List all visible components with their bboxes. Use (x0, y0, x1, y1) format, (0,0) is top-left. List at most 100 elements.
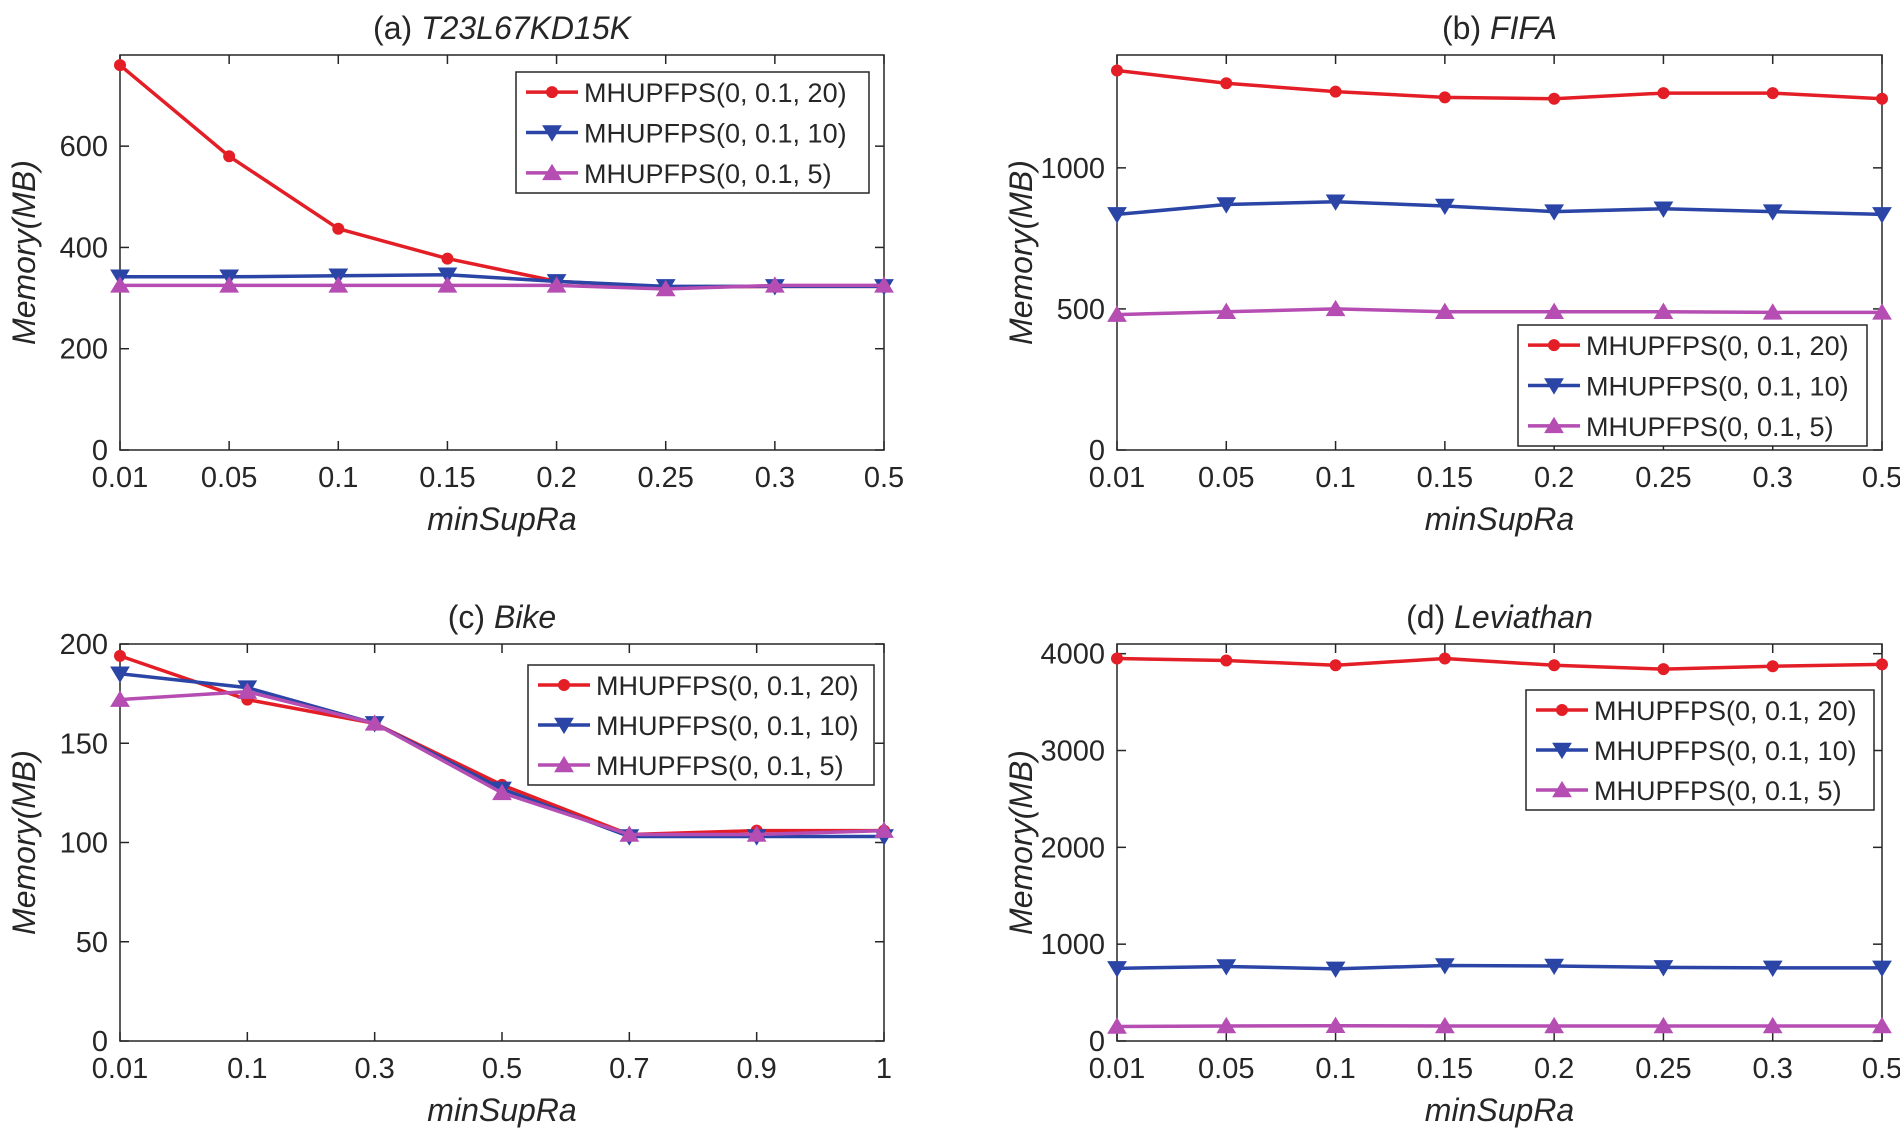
legend-item: MHUPFPS(0, 0.1, 20) (538, 671, 859, 701)
data-point (1329, 85, 1342, 98)
data-point (1544, 204, 1565, 221)
x-tick-label: 0.1 (1315, 462, 1355, 494)
data-point (1107, 207, 1127, 224)
series-3 (110, 276, 894, 297)
data-point (1107, 305, 1127, 322)
data-point (1762, 1016, 1783, 1034)
x-tick-label: 0.01 (92, 462, 148, 494)
legend-item: MHUPFPS(0, 0.1, 20) (1528, 331, 1849, 361)
x-tick-label: 0.15 (1417, 462, 1473, 494)
data-point (114, 649, 126, 662)
y-tick-label: 2000 (1040, 832, 1105, 864)
data-point (441, 252, 454, 265)
series-line (1116, 1023, 1882, 1029)
data-point (1766, 660, 1779, 673)
x-tick-label: 0.01 (92, 1053, 148, 1085)
data-point (332, 222, 345, 235)
data-point (1544, 302, 1565, 319)
legend-item: MHUPFPS(0, 0.1, 5) (538, 751, 844, 781)
legend-swatch-marker (542, 125, 562, 142)
chart-panel-d: (d) Leviathan 0.01 0.05 0.1 0.15 0.2 0.25 0.3 0.… (1003, 599, 1900, 1128)
data-point (619, 825, 640, 842)
data-point (1216, 302, 1237, 319)
x-axis-label: minSupRa (1425, 501, 1574, 537)
series-line (1116, 963, 1882, 971)
x-tick-label: 1 (876, 1053, 892, 1085)
data-point (874, 276, 894, 293)
data-point (1872, 960, 1892, 977)
legend-swatch-marker (546, 86, 558, 99)
plot-frame (119, 54, 885, 451)
data-point (1216, 959, 1237, 976)
data-point (1872, 1016, 1892, 1034)
x-tick-label: 0.5 (864, 462, 904, 494)
data-point (1107, 1017, 1127, 1034)
y-tick-label: 500 (1057, 294, 1105, 326)
legend-label: MHUPFPS(0, 0.1, 5) (1586, 412, 1834, 442)
legend: MHUPFPS(0, 0.1, 20) MHUPFPS(0, 0.1, 10) MH… (515, 71, 870, 194)
legend-swatch-marker (554, 755, 574, 773)
series-3 (1107, 299, 1892, 322)
plot-frame (1116, 643, 1883, 1042)
legend-label: MHUPFPS(0, 0.1, 20) (596, 671, 859, 701)
legend: MHUPFPS(0, 0.1, 20) MHUPFPS(0, 0.1, 10) MH… (1517, 324, 1868, 447)
series-1 (1111, 652, 1888, 676)
data-point (1766, 87, 1779, 100)
data-point (1216, 197, 1237, 214)
x-tick-label: 0.01 (1089, 462, 1145, 494)
y-tick-label: 200 (60, 629, 108, 661)
y-tick-label: 50 (76, 927, 108, 959)
data-point (1329, 659, 1342, 672)
chart-panel-b: (b) FIFA 0.01 0.05 0.1 0.15 0.2 0.25 0.3 0.5 0 500… (1003, 10, 1900, 537)
x-tick-label: 0.5 (1862, 462, 1900, 494)
data-point (437, 267, 458, 284)
y-tick-label: 4000 (1040, 639, 1105, 671)
x-tick-label: 0.5 (482, 1053, 522, 1085)
legend-swatch-marker (1548, 339, 1560, 352)
data-point (114, 59, 126, 72)
chart-title-prefix: (b) (1442, 10, 1490, 46)
y-tick-label: 1000 (1040, 929, 1105, 961)
data-point (746, 825, 767, 842)
legend-label: MHUPFPS(0, 0.1, 10) (596, 711, 859, 741)
data-point (1325, 299, 1346, 317)
series-line (120, 283, 884, 291)
data-point (110, 666, 130, 683)
y-axis-label: Memory(MB) (6, 750, 42, 935)
data-point (1876, 658, 1888, 671)
y-tick-label: 150 (60, 728, 108, 760)
legend-swatch-marker (554, 717, 574, 735)
legend-label: MHUPFPS(0, 0.1, 5) (1594, 776, 1842, 806)
series-line (1116, 199, 1883, 217)
y-tick-label: 0 (1089, 435, 1105, 467)
chart-title-prefix: (d) (1406, 599, 1454, 635)
data-point (1653, 960, 1674, 977)
data-point (1762, 303, 1783, 320)
data-point (223, 150, 236, 163)
x-tick-label: 0.05 (1198, 462, 1254, 494)
x-tick-label: 0.3 (1753, 462, 1793, 494)
series-3 (110, 682, 894, 842)
x-tick-label: 0.3 (755, 462, 795, 494)
legend-item: MHUPFPS(0, 0.1, 5) (1528, 412, 1834, 442)
data-point (364, 714, 385, 731)
data-point (1216, 1016, 1237, 1034)
x-tick-label: 0.5 (1862, 1053, 1900, 1085)
data-point (1548, 659, 1561, 672)
x-tick-label: 0.25 (637, 462, 693, 494)
y-tick-label: 0 (92, 1026, 108, 1058)
x-tick-label: 0.25 (1635, 1053, 1691, 1085)
data-point (1872, 207, 1892, 224)
y-tick-label: 200 (60, 334, 108, 366)
x-tick-label: 0.1 (318, 462, 358, 494)
y-tick-label: 0 (92, 435, 108, 467)
data-point (1653, 201, 1674, 218)
data-point (1434, 198, 1455, 216)
data-point (1434, 958, 1455, 975)
data-point (437, 276, 458, 293)
data-point (1107, 961, 1127, 978)
data-point (1325, 1016, 1346, 1033)
data-point (219, 276, 240, 293)
plot-frame (1116, 54, 1883, 451)
